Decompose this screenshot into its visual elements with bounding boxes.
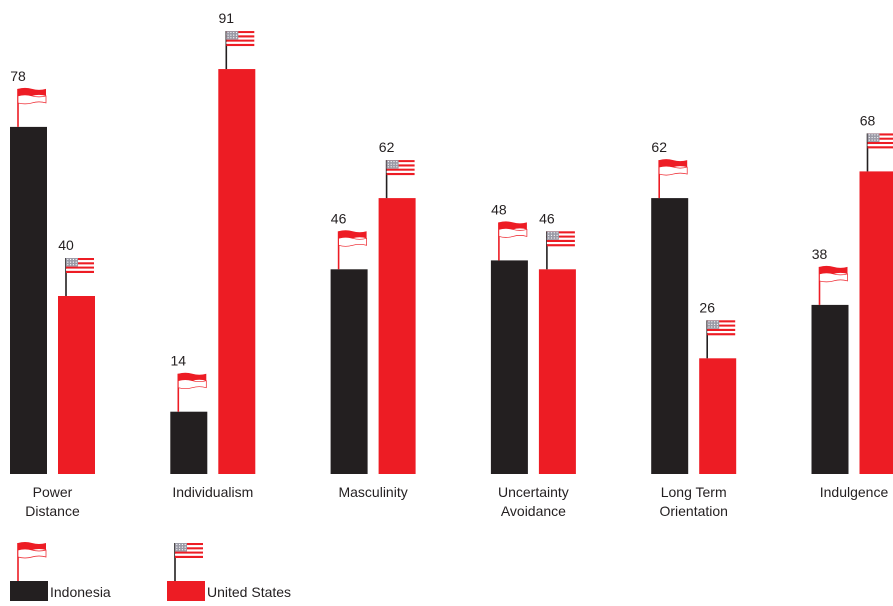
legend-swatch-indonesia <box>10 581 48 601</box>
bar-indonesia-0 <box>10 127 47 474</box>
value-label-united-states-3: 46 <box>539 210 555 226</box>
legend-us-flag-icon <box>175 543 203 581</box>
legend-indonesia-flag-icon <box>18 542 46 581</box>
value-label-united-states-2: 62 <box>379 139 395 155</box>
us-flag-2-icon <box>387 160 415 198</box>
bar-united-states-0 <box>58 296 95 474</box>
us-flag-4-icon <box>707 320 735 358</box>
category-label-2: Masculinity <box>338 484 407 500</box>
bar-united-states-1 <box>218 69 255 474</box>
legend-swatch-united-states <box>167 581 205 601</box>
us-flag-3-icon <box>547 231 575 269</box>
bar-united-states-2 <box>379 198 416 474</box>
value-label-united-states-0: 40 <box>58 237 74 253</box>
value-label-united-states-5: 68 <box>860 112 876 128</box>
legend-item-indonesia: Indonesia <box>10 542 111 601</box>
bar-united-states-4 <box>699 358 736 474</box>
value-label-indonesia-1: 14 <box>171 353 187 369</box>
indonesia-flag-0-icon <box>18 88 46 127</box>
legend-label-indonesia: Indonesia <box>50 584 111 600</box>
category-label-1: Individualism <box>172 484 253 500</box>
value-label-indonesia-3: 48 <box>491 201 507 217</box>
bar-indonesia-2 <box>331 269 368 474</box>
value-label-indonesia-4: 62 <box>651 139 667 155</box>
indonesia-flag-4-icon <box>659 159 687 198</box>
bar-indonesia-3 <box>491 260 528 474</box>
bar-indonesia-5 <box>812 305 849 474</box>
legend-item-united-states: United States <box>167 543 291 601</box>
value-label-indonesia-5: 38 <box>812 246 828 262</box>
value-label-indonesia-2: 46 <box>331 210 347 226</box>
value-label-indonesia-0: 78 <box>10 68 26 84</box>
legend-label-united-states: United States <box>207 584 291 600</box>
bar-indonesia-1 <box>170 412 207 474</box>
indonesia-flag-1-icon <box>178 373 206 412</box>
bar-united-states-3 <box>539 269 576 474</box>
bar-indonesia-4 <box>651 198 688 474</box>
value-label-united-states-4: 26 <box>699 299 715 315</box>
value-label-united-states-1: 91 <box>219 10 235 26</box>
flags-layer <box>18 31 893 412</box>
legend: Indonesia United States <box>10 542 291 601</box>
bars-layer <box>10 69 893 474</box>
bar-united-states-5 <box>860 171 893 474</box>
us-flag-1-icon <box>226 31 254 69</box>
indonesia-flag-3-icon <box>499 221 527 260</box>
indonesia-flag-2-icon <box>339 230 367 269</box>
us-flag-0-icon <box>66 258 94 296</box>
category-label-5: Indulgence <box>820 484 889 500</box>
indonesia-flag-5-icon <box>820 266 848 305</box>
us-flag-5-icon <box>868 133 893 171</box>
